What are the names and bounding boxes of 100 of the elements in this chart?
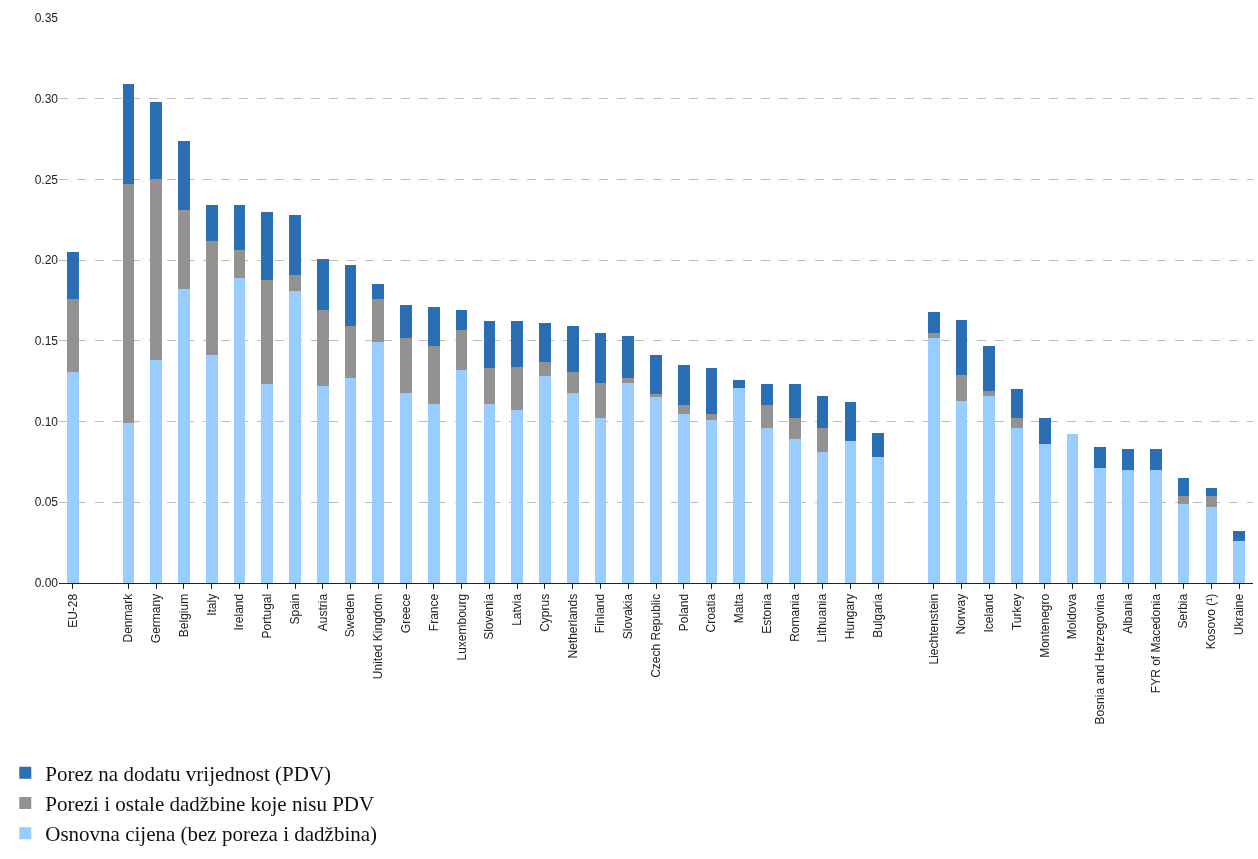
bar bbox=[983, 345, 996, 391]
bar bbox=[428, 306, 440, 346]
x-tick-label: Italy bbox=[204, 593, 219, 616]
bar bbox=[650, 397, 662, 583]
x-tick-label: Sweden bbox=[343, 593, 358, 638]
bar bbox=[122, 423, 135, 583]
x-tick-label: Ukraine bbox=[1232, 593, 1247, 636]
x-tick-label: Liechtenstein bbox=[926, 593, 941, 665]
x-tick-label: FYR of Macedonia bbox=[1148, 593, 1163, 694]
x-tick-label: United Kingdom bbox=[371, 593, 386, 680]
x-tick-label: Estonia bbox=[759, 593, 774, 634]
x-tick-label: Austria bbox=[315, 593, 330, 632]
bar bbox=[344, 377, 357, 583]
x-tick-label: Serbia bbox=[1176, 593, 1191, 629]
bar bbox=[705, 368, 718, 414]
bar bbox=[816, 428, 829, 453]
bar bbox=[733, 379, 746, 388]
bar bbox=[1011, 428, 1023, 583]
x-tick-label: Romania bbox=[787, 593, 802, 642]
legend-label: Osnovna cijena (bez poreza i dadžbina) bbox=[45, 822, 378, 847]
bar bbox=[289, 274, 301, 291]
x-tick-label: Iceland bbox=[982, 593, 997, 633]
bar bbox=[261, 211, 274, 280]
bar bbox=[622, 336, 635, 378]
bar bbox=[566, 392, 579, 583]
bar bbox=[233, 205, 246, 251]
x-tick-label: Finland bbox=[593, 593, 608, 634]
bar bbox=[316, 258, 329, 311]
bar bbox=[1094, 468, 1107, 583]
bar bbox=[372, 284, 385, 299]
bar bbox=[677, 405, 690, 414]
bar bbox=[1177, 495, 1190, 504]
bar bbox=[983, 390, 996, 396]
bar bbox=[650, 394, 662, 398]
x-tick-label: Malta bbox=[732, 593, 747, 624]
x-tick-label: Slovenia bbox=[482, 593, 497, 640]
bar bbox=[789, 384, 801, 419]
bar bbox=[233, 277, 246, 583]
bar bbox=[178, 210, 190, 290]
x-tick-label: Luxembourg bbox=[454, 593, 469, 661]
bar bbox=[677, 413, 690, 583]
bar bbox=[261, 279, 274, 385]
x-tick-label: Croatia bbox=[704, 593, 719, 633]
bar bbox=[1011, 389, 1023, 419]
bar bbox=[1205, 487, 1218, 496]
bar bbox=[872, 457, 884, 583]
bar bbox=[1233, 541, 1245, 583]
bar bbox=[205, 355, 218, 583]
x-tick-label: EU-28 bbox=[65, 593, 80, 628]
x-tick-label: Bulgaria bbox=[871, 593, 886, 638]
x-tick-label: Belgium bbox=[176, 593, 191, 638]
bar bbox=[566, 371, 579, 393]
bar bbox=[927, 337, 940, 583]
legend-label: Porez na dodatu vrijednost (PDV) bbox=[45, 761, 332, 786]
x-tick-label: Spain bbox=[287, 593, 302, 625]
bar bbox=[511, 366, 523, 411]
bar bbox=[400, 305, 412, 338]
bar bbox=[844, 402, 857, 441]
bar bbox=[872, 432, 884, 458]
bar bbox=[483, 403, 496, 583]
bar bbox=[539, 376, 551, 583]
bar bbox=[622, 382, 635, 583]
bar bbox=[428, 403, 440, 583]
bar bbox=[650, 355, 662, 395]
x-tick-label: Norway bbox=[954, 593, 969, 635]
bar bbox=[428, 345, 440, 404]
y-tick-label: 0.20 bbox=[34, 253, 59, 268]
bar bbox=[761, 405, 773, 429]
bar bbox=[1122, 449, 1134, 470]
bar bbox=[400, 392, 412, 583]
bar bbox=[1205, 495, 1218, 508]
bar bbox=[122, 84, 135, 185]
bar bbox=[1038, 444, 1051, 583]
bar bbox=[844, 440, 857, 583]
bar bbox=[955, 374, 968, 401]
bar bbox=[816, 395, 829, 429]
bar bbox=[705, 419, 718, 583]
bar bbox=[1177, 503, 1190, 583]
bar bbox=[150, 179, 163, 361]
bar bbox=[316, 386, 329, 583]
x-tick-label: Czech Republic bbox=[648, 593, 663, 678]
bar bbox=[205, 205, 218, 241]
bar bbox=[67, 252, 79, 299]
y-tick-label: 0.00 bbox=[34, 576, 59, 591]
bar bbox=[677, 365, 690, 406]
bar bbox=[400, 337, 412, 393]
bar bbox=[622, 377, 635, 383]
bar bbox=[233, 250, 246, 278]
bar bbox=[261, 384, 274, 583]
bar bbox=[511, 321, 523, 367]
bar bbox=[1149, 449, 1162, 470]
x-tick-label: Portugal bbox=[260, 593, 275, 639]
x-tick-label: Moldova bbox=[1065, 593, 1080, 640]
bar bbox=[816, 452, 829, 583]
bar bbox=[1094, 447, 1107, 469]
bar bbox=[511, 410, 523, 583]
y-tick-label: 0.35 bbox=[34, 11, 59, 26]
bar bbox=[594, 332, 607, 383]
bar bbox=[955, 319, 968, 375]
bar bbox=[67, 298, 79, 372]
